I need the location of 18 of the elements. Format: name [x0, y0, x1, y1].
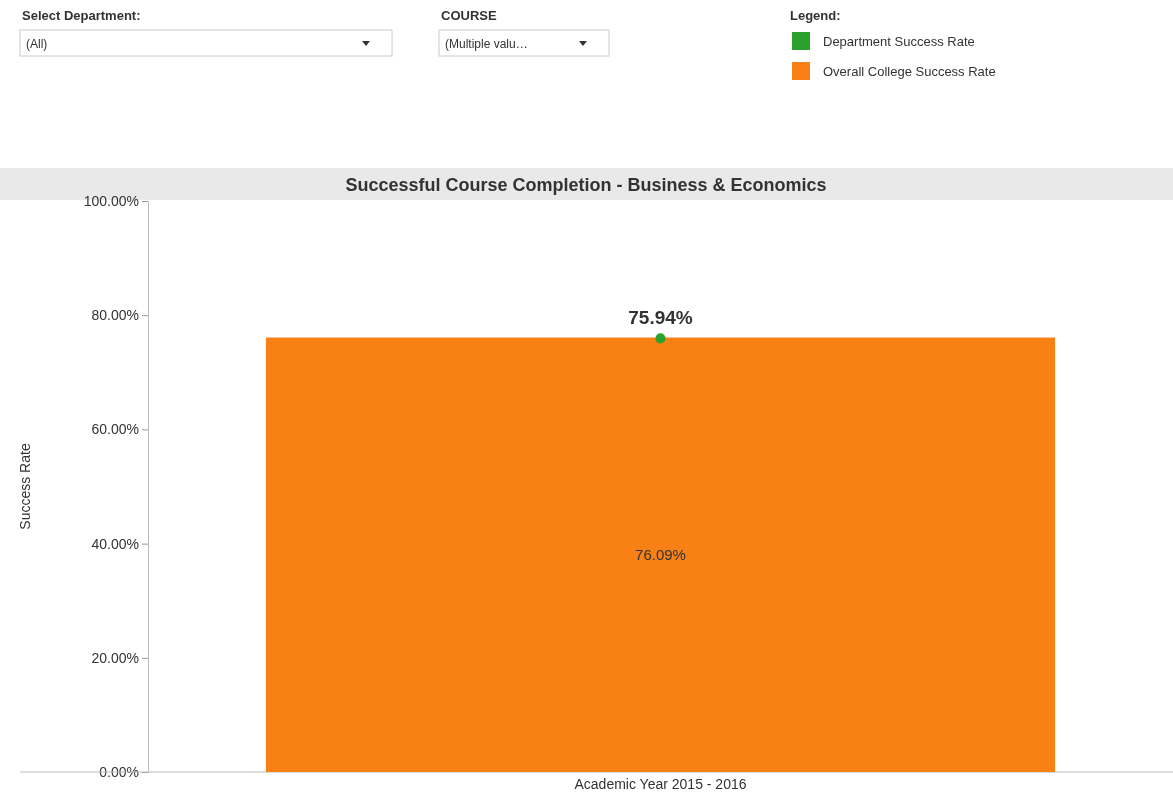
y-tick-label: 20.00%	[91, 649, 139, 666]
legend-label: Overall College Success Rate	[823, 64, 996, 79]
y-axis-title: Success Rate	[17, 443, 33, 530]
y-tick-label: 0.00%	[99, 763, 139, 780]
y-tick-label: 60.00%	[91, 421, 139, 438]
text: COURSE	[441, 8, 497, 23]
y-tick-label: 100.00%	[83, 192, 139, 209]
legend-title: Legend:	[790, 8, 841, 23]
y-tick-label: 40.00%	[91, 535, 139, 552]
data-label: 75.94%	[628, 307, 693, 329]
text: Select Department:	[22, 8, 141, 23]
chart-title: Successful Course Completion - Business & Economics	[345, 175, 827, 195]
data-label: 76.09%	[635, 545, 686, 563]
legend-label: Department Success Rate	[823, 34, 975, 49]
dropdown: (All)	[19, 29, 393, 57]
x-tick-label: Academic Year 2015 - 2016	[574, 776, 747, 792]
dropdown: (Multiple valu…	[438, 29, 610, 57]
y-tick-label: 80.00%	[91, 307, 139, 324]
